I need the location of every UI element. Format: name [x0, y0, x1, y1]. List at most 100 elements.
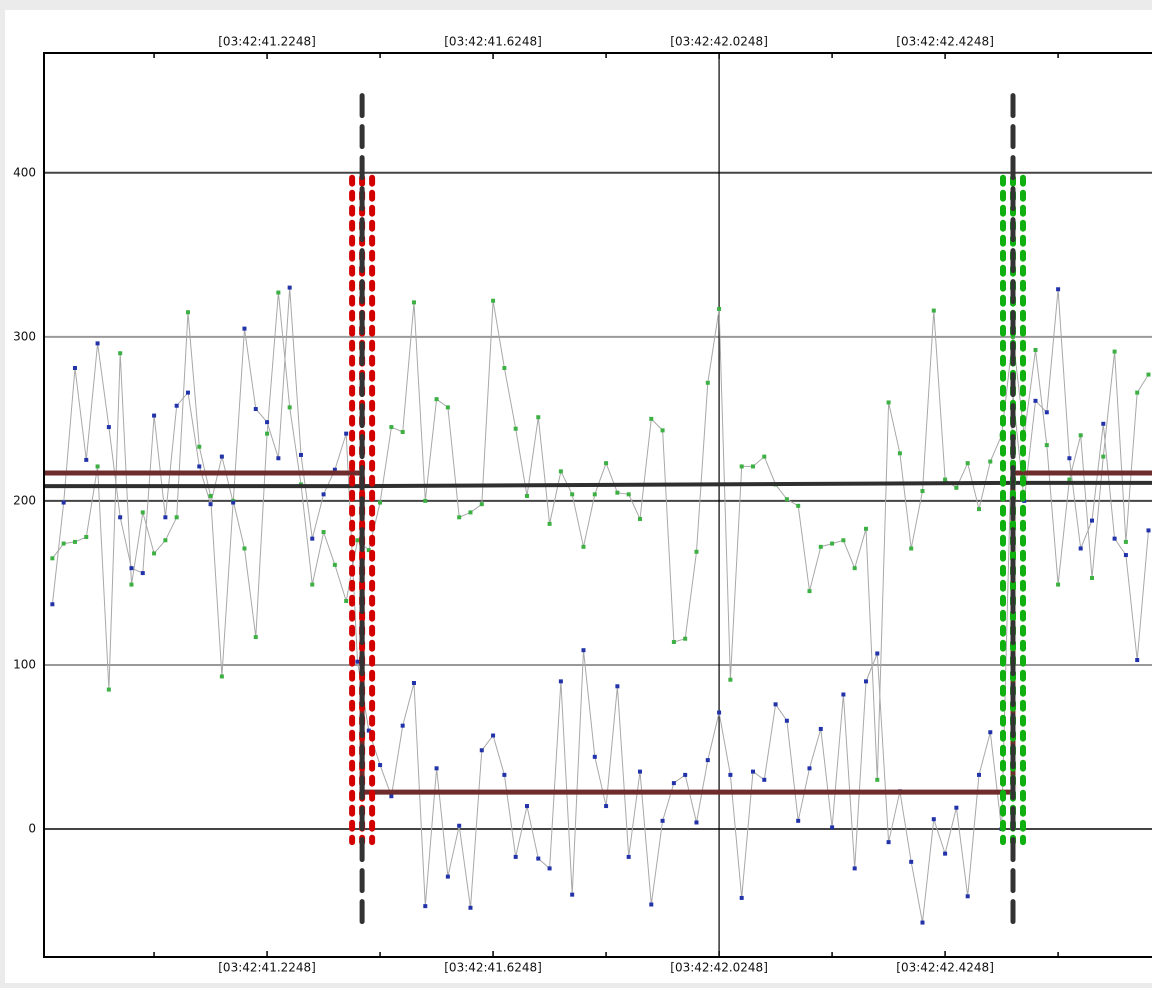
data-point — [988, 459, 993, 464]
data-point — [796, 503, 801, 508]
data-point — [423, 904, 428, 909]
data-point — [536, 856, 541, 861]
data-point — [50, 556, 55, 561]
x-tick-label: [03:42:41.6248] — [444, 961, 542, 975]
data-point — [389, 794, 394, 799]
data-point — [683, 636, 688, 641]
data-point — [581, 648, 586, 653]
data-point — [1135, 658, 1140, 663]
data-point — [118, 351, 123, 356]
data-point — [378, 500, 383, 505]
data-point — [536, 415, 541, 420]
data-point — [1146, 528, 1151, 533]
data-point — [253, 635, 258, 640]
data-point — [219, 454, 224, 459]
y-tick-label: 0 — [28, 822, 36, 836]
data-point — [581, 544, 586, 549]
data-point — [513, 854, 518, 859]
plot-area — [44, 53, 1152, 957]
data-point — [208, 502, 213, 507]
data-point — [1044, 410, 1049, 415]
data-point — [400, 429, 405, 434]
data-point — [604, 804, 609, 809]
data-point — [637, 516, 642, 521]
data-point — [694, 549, 699, 554]
data-point — [366, 728, 371, 733]
plot-frame — [43, 52, 1152, 958]
data-point — [197, 464, 202, 469]
data-point — [1101, 454, 1106, 459]
data-point — [219, 674, 224, 679]
data-point — [1112, 349, 1117, 354]
data-point — [717, 710, 722, 715]
data-point — [739, 464, 744, 469]
data-point — [287, 405, 292, 410]
data-point — [378, 763, 383, 768]
data-point — [491, 298, 496, 303]
data-point — [954, 485, 959, 490]
data-point — [1135, 390, 1140, 395]
data-point — [344, 598, 349, 603]
data-point — [1056, 287, 1061, 292]
data-point — [1078, 546, 1083, 551]
data-point — [1067, 477, 1072, 482]
axes: 0 100 200 300 400 [03:42:41.2248] [03:42:41.22… — [13, 35, 1152, 975]
data-point — [830, 825, 835, 830]
data-point — [1089, 518, 1094, 523]
data-point — [140, 571, 145, 576]
data-point — [637, 769, 642, 774]
data-point — [671, 639, 676, 644]
level-line — [44, 470, 1152, 795]
data-point — [106, 425, 111, 430]
data-point — [773, 702, 778, 707]
data-point — [943, 477, 948, 482]
data-point — [649, 902, 654, 907]
data-point — [728, 677, 733, 682]
y-tick-label: 400 — [13, 165, 36, 179]
data-point — [694, 820, 699, 825]
data-point — [72, 366, 77, 371]
data-point — [355, 538, 360, 543]
data-point — [1033, 347, 1038, 352]
data-point — [784, 497, 789, 502]
data-point — [84, 457, 89, 462]
data-point — [1067, 456, 1072, 461]
data-point — [84, 534, 89, 539]
data-point — [660, 428, 665, 433]
data-point — [863, 526, 868, 531]
data-point — [298, 452, 303, 457]
data-point — [208, 493, 213, 498]
data-point — [660, 818, 665, 823]
data-point — [1089, 576, 1094, 581]
data-point — [750, 769, 755, 774]
data-point — [310, 536, 315, 541]
data-point — [683, 772, 688, 777]
data-point — [310, 582, 315, 587]
data-point — [524, 493, 529, 498]
data-point — [152, 551, 157, 556]
data-point — [920, 489, 925, 494]
data-point — [185, 310, 190, 315]
y-tick-label: 100 — [13, 657, 36, 671]
data-point — [502, 366, 507, 371]
data-point — [570, 892, 575, 897]
data-point — [920, 920, 925, 925]
data-point — [897, 451, 902, 456]
data-point — [197, 444, 202, 449]
data-point — [502, 772, 507, 777]
data-point — [547, 866, 552, 871]
data-point — [61, 500, 66, 505]
data-point — [750, 464, 755, 469]
data-point — [276, 290, 281, 295]
data-point — [185, 390, 190, 395]
data-point — [242, 546, 247, 551]
data-point — [558, 469, 563, 474]
data-point — [547, 521, 552, 526]
data-point — [321, 492, 326, 497]
data-point — [728, 772, 733, 777]
data-point — [457, 823, 462, 828]
data-point — [1010, 334, 1015, 339]
data-point — [152, 413, 157, 418]
